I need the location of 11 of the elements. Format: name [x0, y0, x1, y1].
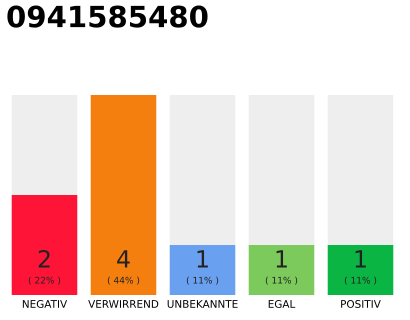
chart-title: 0941585480: [7, 6, 208, 28]
x-tick-label: EGAL: [268, 300, 296, 308]
data-label: 1 ( 11% ): [344, 250, 376, 285]
data-label: 2 ( 22% ): [28, 250, 60, 285]
data-label: 1 ( 11% ): [186, 250, 218, 285]
data-label: 4 ( 44% ): [108, 250, 140, 285]
x-tick-label: POSITIV: [341, 300, 381, 308]
x-tick-label: NEGATIV: [22, 300, 68, 308]
data-label: 1 ( 11% ): [266, 250, 298, 285]
x-tick-label: UNBEKANNTE: [168, 300, 238, 308]
x-tick-label: VERWIRREND: [88, 300, 158, 308]
